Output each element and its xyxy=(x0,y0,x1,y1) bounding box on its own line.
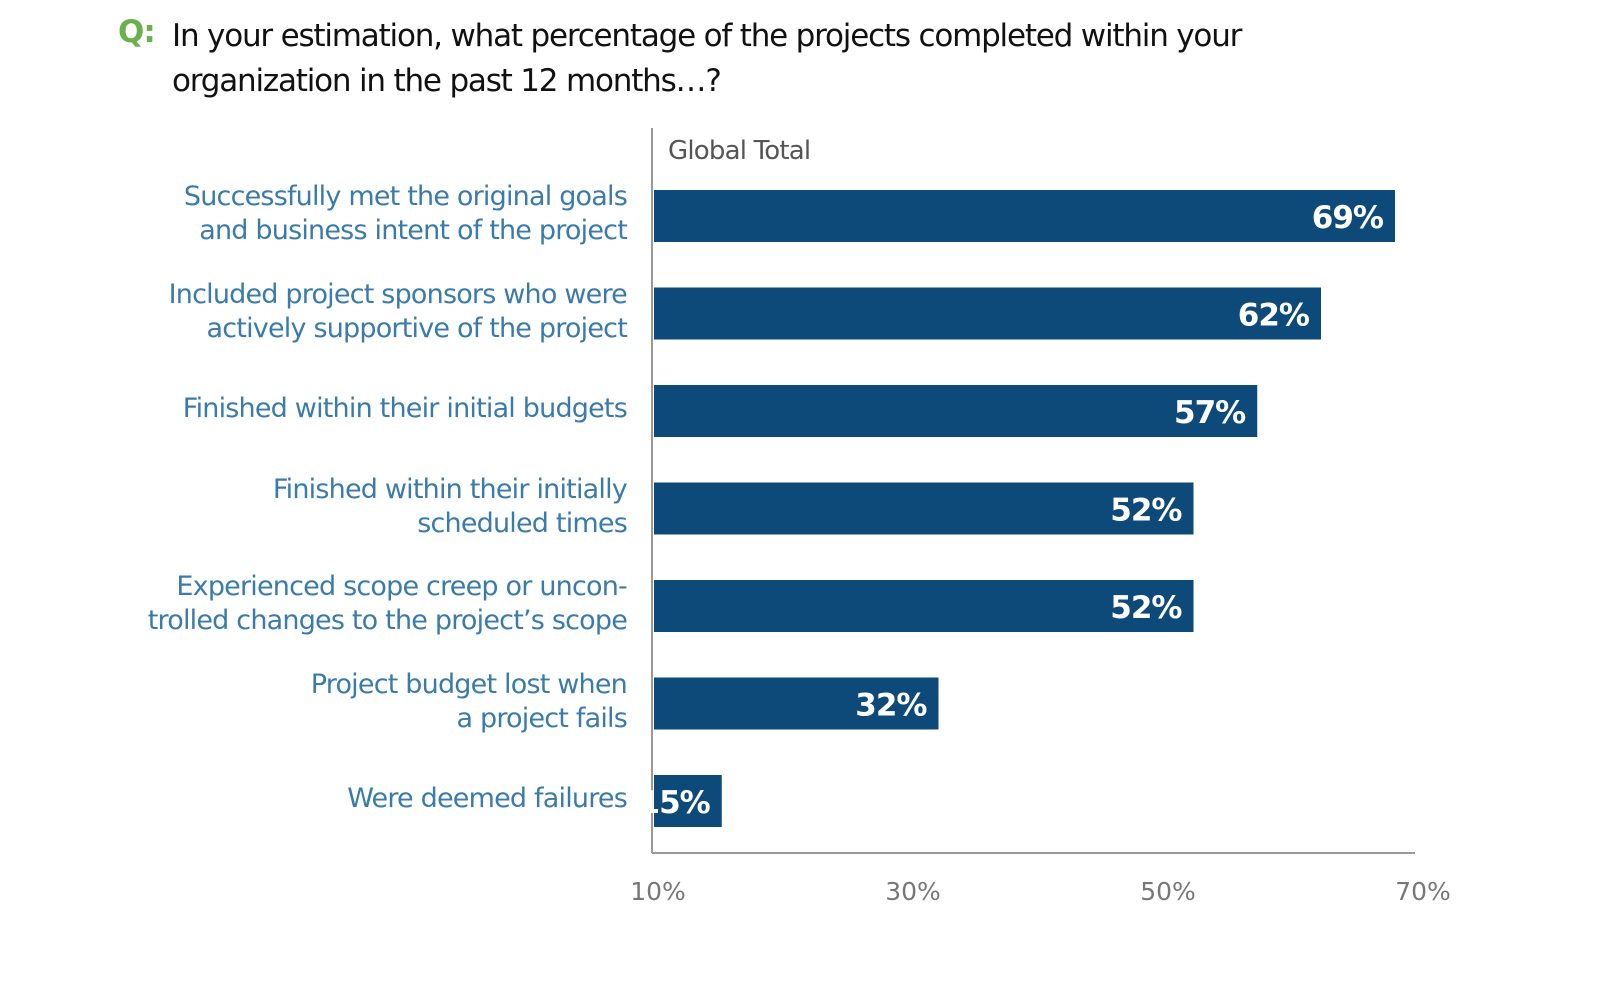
bar xyxy=(654,580,1194,632)
category-label-line: Finished within their initially xyxy=(272,473,628,505)
bar xyxy=(654,775,722,827)
category-label-line: actively supportive of the project xyxy=(206,312,628,344)
bar xyxy=(654,385,1258,437)
bar xyxy=(654,482,1194,535)
data-label: 52% xyxy=(1110,590,1182,626)
category-label: Successfully met the original goals and b… xyxy=(183,180,628,248)
category-label: Finished within their initially scheduled… xyxy=(272,473,628,541)
bar xyxy=(654,190,1395,242)
category-label: Project budget lost when a project fails xyxy=(310,668,628,736)
category-label-line: Included project sponsors who were xyxy=(168,278,628,310)
data-label: 57% xyxy=(1174,395,1246,431)
x-tick-label: 70% xyxy=(1395,877,1451,906)
x-tick-label: 50% xyxy=(1140,877,1196,906)
bar xyxy=(654,677,939,730)
category-label-line: trolled changes to the project’s scope xyxy=(147,605,628,636)
chart-title: In your estimation, what percentage of t… xyxy=(172,18,1242,99)
series-label: Global Total xyxy=(668,136,810,166)
category-label-line: Finished within their initial budgets xyxy=(182,393,628,424)
category-label: Experienced scope creep or uncon-trolled… xyxy=(147,570,628,638)
question-prefix: Q: xyxy=(118,14,156,50)
bar xyxy=(654,287,1321,340)
category-label-line: Were deemed failures xyxy=(347,783,628,814)
category-label: Were deemed failures xyxy=(347,782,628,816)
category-label-line: and business intent of the project xyxy=(199,215,628,246)
data-label: 32% xyxy=(855,688,927,724)
category-label-line: Successfully met the original goals xyxy=(183,181,628,212)
category-label: Finished within their initial budgets xyxy=(182,392,628,426)
data-label: 69% xyxy=(1312,200,1384,236)
x-tick-label: 10% xyxy=(630,877,686,906)
category-label-line: Experienced scope creep or uncon- xyxy=(176,571,627,602)
category-label-line: a project fails xyxy=(456,702,627,734)
data-label: 15% xyxy=(639,785,711,821)
x-tick-label: 30% xyxy=(885,877,941,906)
category-label: Included project sponsors who were active… xyxy=(168,278,628,346)
data-label: 62% xyxy=(1238,298,1310,334)
data-label: 52% xyxy=(1110,493,1182,529)
category-label-line: scheduled times xyxy=(417,507,628,539)
category-label-line: Project budget lost when xyxy=(310,668,628,700)
